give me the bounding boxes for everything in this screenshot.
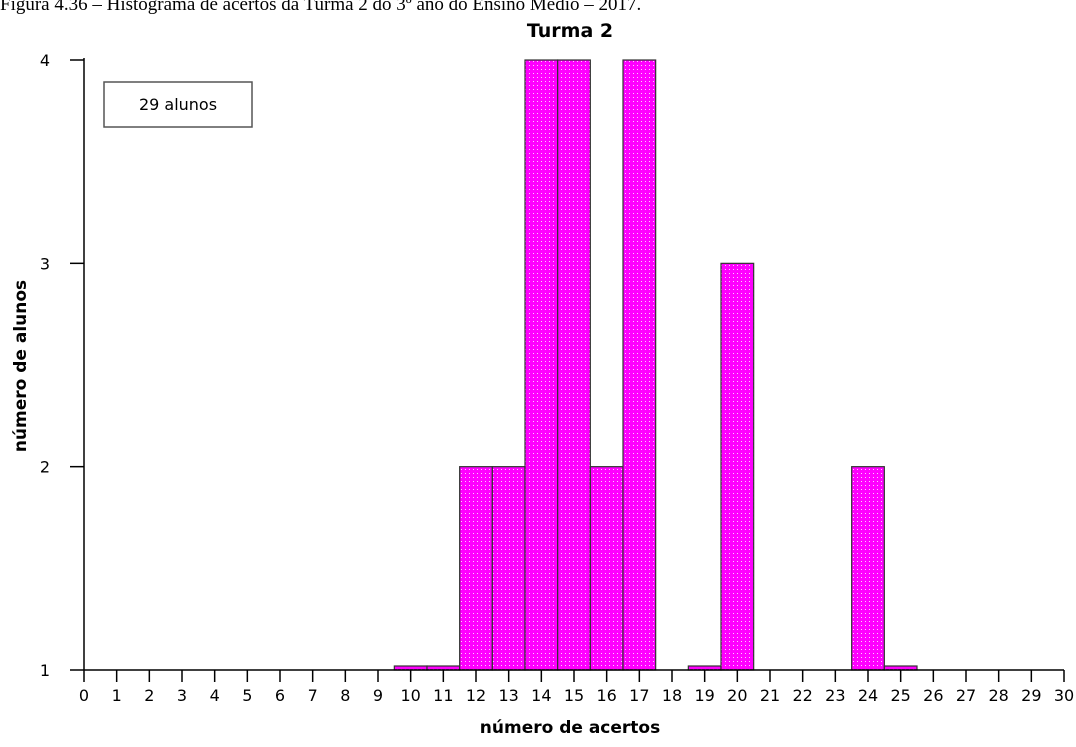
x-axis-label: número de acertos — [480, 718, 660, 738]
x-tick-label: 11 — [433, 686, 453, 705]
x-tick-label: 23 — [825, 686, 845, 705]
x-tick-label: 10 — [400, 686, 420, 705]
y-axis-label: número de alunos — [11, 280, 31, 452]
x-tick-label: 6 — [275, 686, 285, 705]
figure-caption: Figura 4.36 – Histograma de acertos da T… — [0, 0, 642, 15]
y-tick-label: 3 — [40, 254, 50, 273]
y-tick-label: 1 — [40, 661, 50, 680]
x-tick-label: 19 — [694, 686, 714, 705]
x-tick-label: 13 — [498, 686, 518, 705]
x-tick-label: 21 — [760, 686, 780, 705]
x-ticks-group: 0 1 2 3 4 5 6 7 8 9 10 11 12 13 14 15 16 17 18 19 20 21 22 23 24… — [79, 670, 1074, 705]
bar-16 — [589, 466, 624, 671]
x-tick-label: 2 — [144, 686, 154, 705]
y-tick-label: 2 — [40, 458, 50, 477]
x-tick-label: 4 — [210, 686, 220, 705]
x-tick-label: 15 — [564, 686, 584, 705]
bars-group — [393, 59, 918, 671]
x-tick-label: 20 — [727, 686, 747, 705]
bar-15 — [557, 59, 591, 671]
x-tick-label: 0 — [79, 686, 89, 705]
x-tick-label: 7 — [308, 686, 318, 705]
x-tick-label: 14 — [531, 686, 551, 705]
x-tick-label: 5 — [242, 686, 252, 705]
x-tick-label: 24 — [858, 686, 878, 705]
x-tick-label: 12 — [466, 686, 486, 705]
x-tick-label: 22 — [792, 686, 812, 705]
legend-frame — [103, 81, 253, 128]
bar-12 — [459, 466, 493, 671]
x-tick-label: 29 — [1021, 686, 1041, 705]
x-tick-label: 8 — [340, 686, 350, 705]
x-tick-label: 26 — [923, 686, 943, 705]
x-tick-label: 16 — [596, 686, 616, 705]
legend-text: 29 alunos — [139, 95, 217, 114]
bar-20 — [720, 262, 755, 671]
chart-title: Turma 2 — [527, 20, 613, 42]
x-tick-label: 3 — [177, 686, 187, 705]
bar-13 — [491, 466, 526, 671]
bar-17 — [622, 59, 657, 671]
y-ticks-group: 1 2 3 4 — [40, 51, 84, 680]
x-tick-label: 1 — [112, 686, 122, 705]
bar-14 — [524, 59, 559, 671]
x-tick-label: 30 — [1054, 686, 1074, 705]
x-tick-label: 17 — [629, 686, 649, 705]
x-tick-label: 28 — [988, 686, 1008, 705]
y-tick-label: 4 — [40, 51, 50, 70]
x-tick-label: 25 — [890, 686, 910, 705]
x-tick-label: 27 — [956, 686, 976, 705]
x-tick-label: 9 — [373, 686, 383, 705]
legend-box: 29 alunos — [103, 81, 253, 128]
x-tick-label: 18 — [662, 686, 682, 705]
bar-24 — [851, 466, 885, 671]
